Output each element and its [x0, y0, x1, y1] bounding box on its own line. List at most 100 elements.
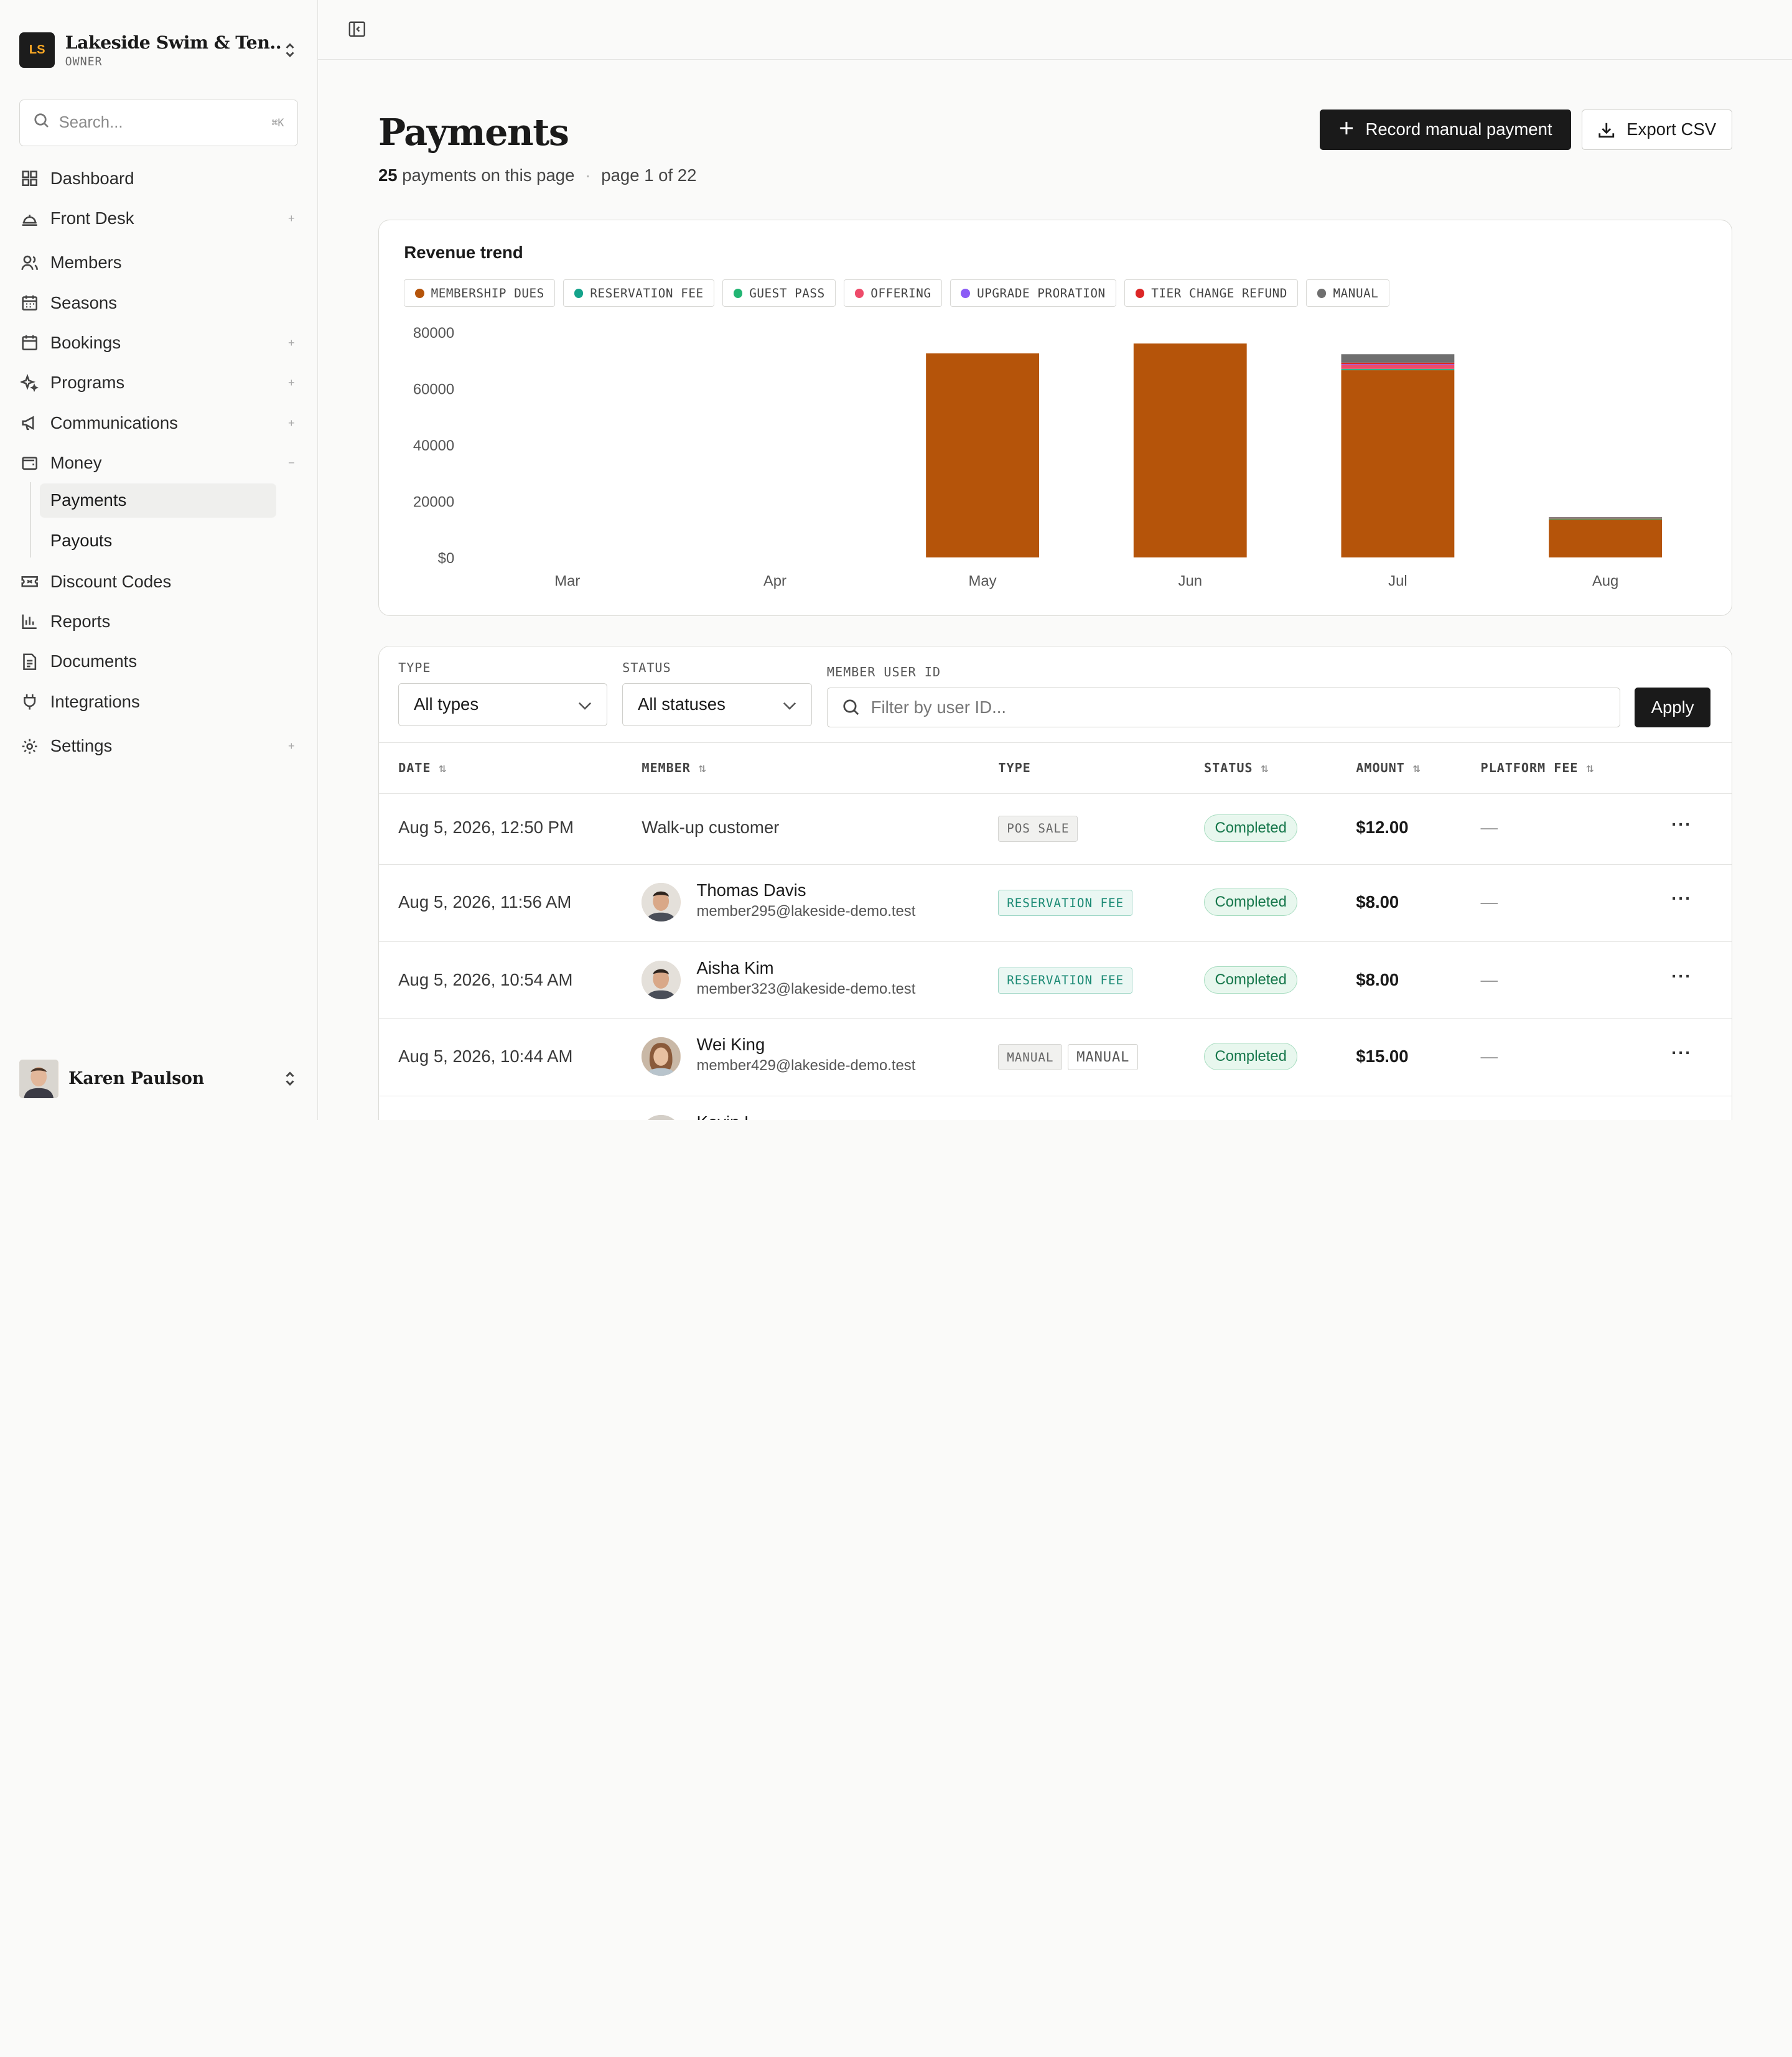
- column-header-platform-fee[interactable]: PLATFORM FEE ⇅: [1481, 760, 1595, 775]
- amount: $8.00: [1356, 892, 1399, 912]
- wallet-icon: [19, 452, 40, 473]
- search-placeholder: Search...: [58, 113, 123, 131]
- nav-payouts[interactable]: Payouts: [40, 523, 276, 557]
- type-filter-select[interactable]: All types: [398, 683, 608, 727]
- nav-members[interactable]: Members: [19, 246, 298, 280]
- expand-icon[interactable]: +: [287, 416, 295, 429]
- nav-label: Communications: [50, 413, 178, 432]
- member-name: Walk-up customer: [642, 818, 780, 837]
- button-label: Record manual payment: [1365, 119, 1552, 139]
- nav-bookings[interactable]: Bookings +: [19, 325, 298, 360]
- apply-filters-button[interactable]: Apply: [1635, 687, 1710, 728]
- legend-item[interactable]: MANUAL: [1306, 279, 1389, 307]
- document-icon: [19, 651, 40, 672]
- avatar: [642, 882, 681, 922]
- main-content: Payments 25 payments on this page · page…: [317, 0, 1792, 1120]
- org-role: OWNER: [65, 55, 103, 69]
- bar-segment[interactable]: [1341, 362, 1455, 364]
- table-row[interactable]: Aug 5, 2026, 12:50 PM Walk-up customer P…: [378, 794, 1732, 865]
- column-header-member[interactable]: MEMBER ⇅: [642, 760, 706, 775]
- column-header-type: TYPE: [998, 760, 1030, 775]
- nav-front-desk[interactable]: Front Desk +: [19, 201, 298, 235]
- expand-icon[interactable]: +: [287, 336, 295, 349]
- table-row[interactable]: Aug 5, 2026, 11:56 AM Thomas Davis membe…: [378, 865, 1732, 943]
- bar-segment[interactable]: [1549, 519, 1662, 557]
- legend-swatch: [574, 288, 584, 298]
- bar-segment[interactable]: [1133, 343, 1247, 557]
- bar-segment[interactable]: [1341, 370, 1455, 557]
- status-badge: Completed: [1204, 814, 1298, 842]
- nav-discount-codes[interactable]: Discount Codes: [19, 564, 298, 599]
- user-name: Karen Paulson: [68, 1069, 205, 1089]
- payment-count-suffix: payments on this page: [402, 166, 575, 185]
- nav-payments[interactable]: Payments: [40, 483, 277, 518]
- chevron-down-icon: [578, 694, 592, 714]
- nav-integrations[interactable]: Integrations: [19, 684, 298, 719]
- header-label: STATUS: [1204, 760, 1253, 775]
- status-badge: Completed: [1204, 1043, 1298, 1071]
- select-value: All statuses: [638, 694, 726, 714]
- record-manual-payment-button[interactable]: Record manual payment: [1320, 110, 1572, 150]
- export-csv-button[interactable]: Export CSV: [1581, 110, 1733, 150]
- bar-segment[interactable]: [1549, 516, 1662, 518]
- bar-segment[interactable]: [926, 353, 1039, 557]
- nav-label: Dashboard: [50, 168, 134, 188]
- nav-seasons[interactable]: Seasons: [19, 286, 298, 320]
- bar-segment[interactable]: [1341, 353, 1455, 363]
- platform-fee: —: [1480, 892, 1498, 912]
- status-filter-select[interactable]: All statuses: [622, 683, 813, 727]
- nav-reports[interactable]: Reports: [19, 605, 298, 639]
- bar-segment[interactable]: [1341, 369, 1455, 370]
- table-row[interactable]: Aug 5, 2026, 10:44 AM Wei King member429…: [378, 1019, 1732, 1097]
- row-actions-button[interactable]: ···: [1671, 814, 1692, 834]
- legend-item[interactable]: UPGRADE PRORATION: [950, 279, 1117, 307]
- collapse-icon[interactable]: −: [287, 455, 295, 469]
- type-badge: MANUAL: [998, 1043, 1063, 1071]
- search-input[interactable]: Search... ⌘K: [19, 99, 299, 147]
- status-badge: Completed: [1204, 889, 1298, 917]
- nav-communications[interactable]: Communications +: [19, 406, 298, 440]
- bar-segment[interactable]: [1341, 368, 1455, 370]
- column-header-date[interactable]: DATE ⇅: [398, 760, 447, 775]
- sidebar-toggle-icon[interactable]: [348, 21, 366, 39]
- nav-money[interactable]: Money −: [19, 445, 298, 480]
- platform-fee: —: [1480, 1046, 1498, 1066]
- member-user-id-input[interactable]: Filter by user ID...: [826, 687, 1620, 728]
- expand-icon[interactable]: +: [287, 211, 295, 225]
- user-menu[interactable]: Karen Paulson: [19, 1058, 298, 1099]
- row-actions-button[interactable]: ···: [1671, 889, 1692, 908]
- plug-icon: [19, 691, 40, 712]
- legend-item[interactable]: MEMBERSHIP DUES: [404, 279, 556, 307]
- search-icon: [842, 699, 860, 716]
- chevron-up-down-icon: [282, 1068, 299, 1089]
- y-tick-label: $0: [438, 550, 455, 567]
- table-row[interactable]: Aug 5, 2026, 10:54 AM Aisha Kim member32…: [378, 942, 1732, 1019]
- nav-label: Front Desk: [50, 208, 134, 228]
- legend-label: RESERVATION FEE: [590, 286, 704, 301]
- megaphone-icon: [19, 413, 40, 433]
- legend-item[interactable]: GUEST PASS: [722, 279, 836, 307]
- row-actions-button[interactable]: ···: [1671, 1043, 1692, 1063]
- table-row[interactable]: Kevin L...: [379, 1096, 1732, 1120]
- nav-dashboard[interactable]: Dashboard: [19, 161, 298, 195]
- nav-documents[interactable]: Documents: [19, 645, 298, 679]
- bar-segment[interactable]: [1549, 518, 1662, 519]
- org-switcher[interactable]: LS Lakeside Swim & Ten... OWNER: [19, 30, 298, 71]
- legend-item[interactable]: OFFERING: [844, 279, 943, 307]
- x-tick-label: Apr: [763, 572, 786, 589]
- concierge-bell-icon: [19, 208, 40, 228]
- legend-item[interactable]: TIER CHANGE REFUND: [1124, 279, 1299, 307]
- column-header-status[interactable]: STATUS ⇅: [1204, 760, 1269, 775]
- column-header-amount[interactable]: AMOUNT ⇅: [1356, 760, 1421, 775]
- expand-icon[interactable]: +: [287, 739, 295, 753]
- nav-settings[interactable]: Settings +: [19, 729, 298, 763]
- avatar: [642, 960, 681, 1000]
- row-actions-button[interactable]: ···: [1671, 966, 1692, 986]
- select-value: All types: [414, 694, 479, 714]
- bar-segment[interactable]: [1341, 363, 1455, 365]
- bar-segment[interactable]: [1341, 364, 1455, 369]
- expand-icon[interactable]: +: [287, 376, 295, 389]
- legend-item[interactable]: RESERVATION FEE: [563, 279, 715, 307]
- nav-programs[interactable]: Programs +: [19, 366, 298, 400]
- bar-chart-icon: [19, 612, 40, 632]
